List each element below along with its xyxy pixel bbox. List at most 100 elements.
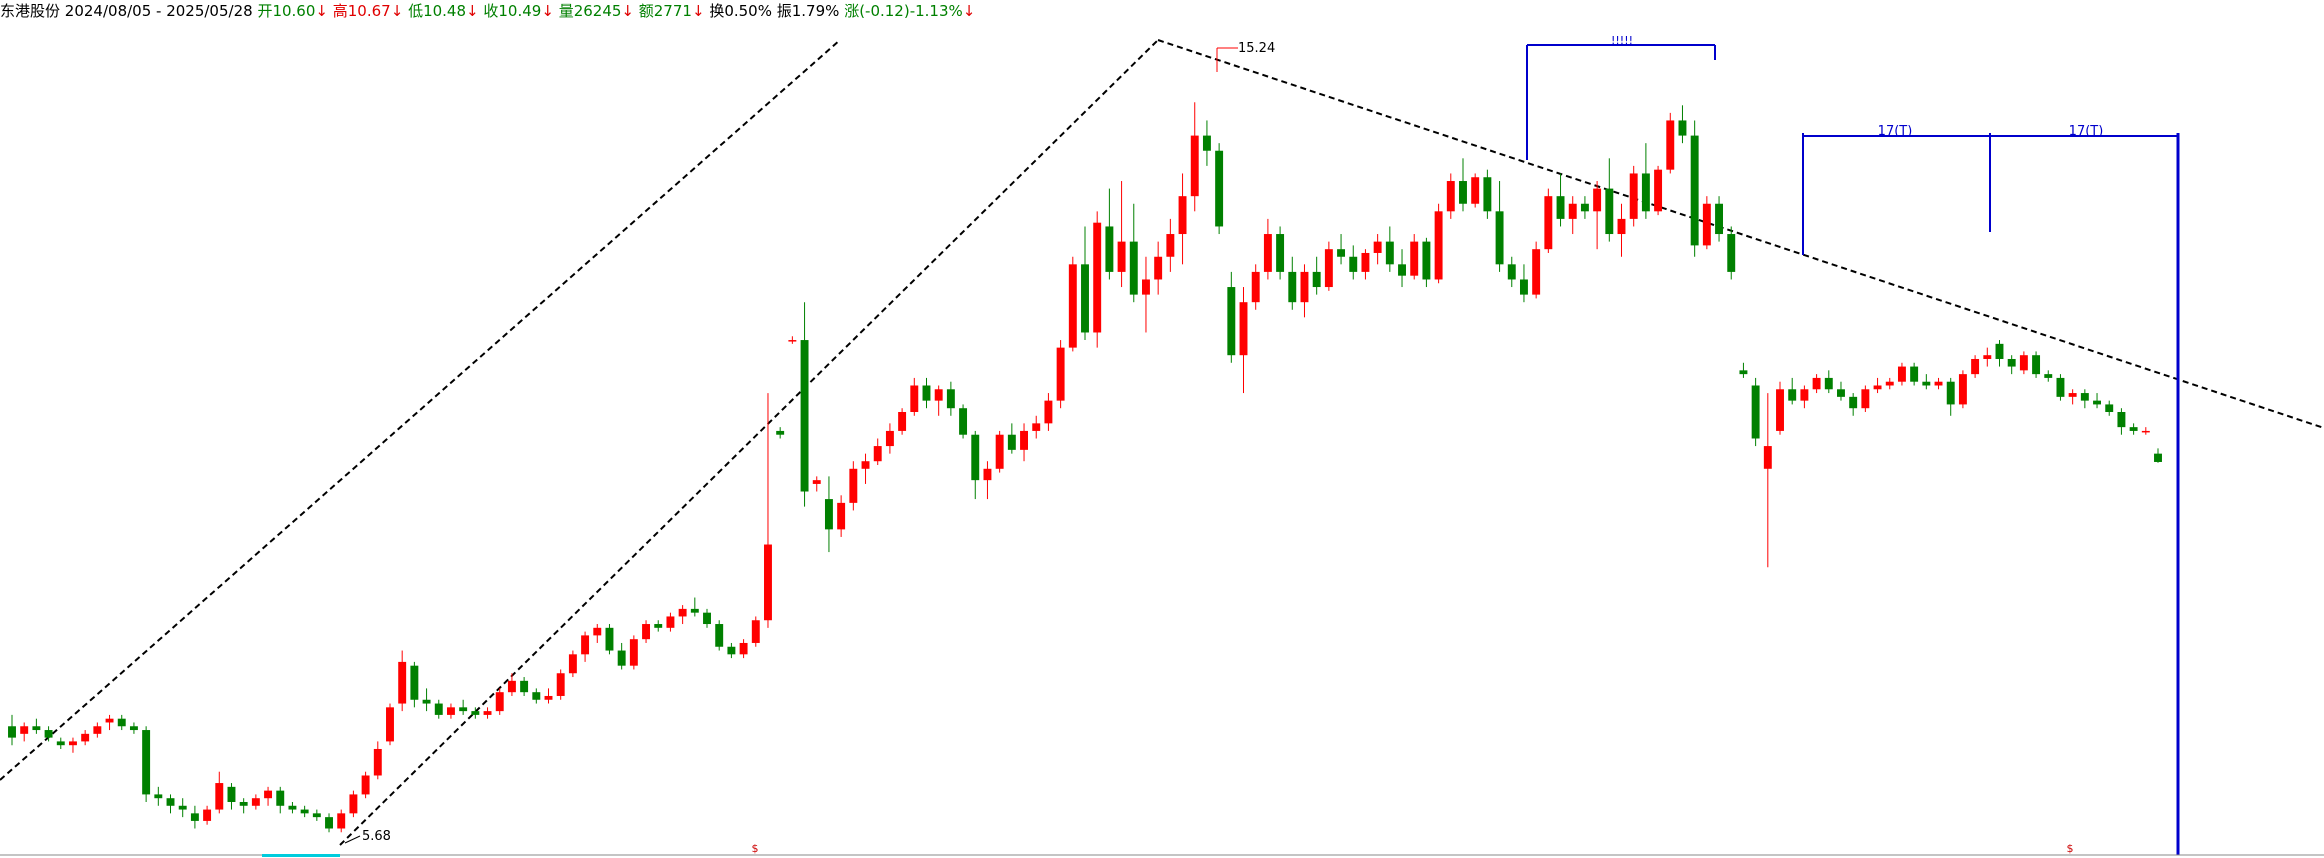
candle-body	[410, 665, 419, 700]
candle-body	[971, 434, 980, 481]
candle-body	[215, 783, 224, 810]
candle-body	[1629, 173, 1638, 219]
candle-body	[1861, 389, 1870, 409]
high-arrow: ↓	[390, 2, 404, 20]
candle	[1837, 381, 1845, 401]
candle-body	[1056, 347, 1065, 401]
candle-body	[800, 340, 809, 492]
candle	[934, 385, 943, 416]
candle	[251, 794, 260, 810]
candle-body	[1129, 241, 1138, 295]
candle-body	[190, 813, 199, 821]
candle	[1166, 218, 1175, 272]
candle-body	[910, 385, 919, 412]
candle-body	[1641, 173, 1650, 212]
candle-body	[788, 340, 797, 342]
candle	[215, 771, 224, 814]
upper-channel-line	[0, 39, 841, 781]
candle-body	[1178, 196, 1187, 235]
candle-body	[203, 809, 212, 821]
candle-body	[1922, 381, 1931, 386]
candle	[532, 688, 541, 704]
candle	[1081, 226, 1089, 341]
candle	[1373, 234, 1382, 265]
candle	[739, 639, 748, 659]
candle	[946, 381, 955, 416]
candle-body	[154, 794, 163, 799]
candle	[1958, 370, 1967, 409]
candle-body	[861, 461, 870, 469]
candle	[2105, 400, 2114, 416]
candle	[166, 794, 175, 814]
candle-body	[642, 624, 651, 640]
candle-body	[1483, 177, 1492, 212]
candle-body	[1568, 203, 1577, 219]
candle	[1215, 143, 1224, 235]
candle-body	[1800, 389, 1809, 401]
trendlines	[0, 39, 2324, 846]
candle-body	[129, 726, 138, 731]
candle-body	[629, 639, 638, 666]
candle	[105, 714, 114, 731]
candle-body	[2044, 374, 2053, 378]
candle-body	[1117, 241, 1126, 272]
candle-body	[1044, 400, 1053, 424]
candle-body	[2154, 453, 2162, 462]
candle-body	[1190, 135, 1199, 197]
candle	[520, 677, 529, 696]
candle-body	[1300, 271, 1309, 303]
low-leader	[344, 835, 361, 844]
candle	[1300, 264, 1309, 318]
candle	[1800, 385, 1809, 409]
candle	[81, 730, 90, 746]
candle-body	[690, 608, 699, 613]
candle-body	[276, 790, 285, 806]
candle-body	[1239, 302, 1248, 356]
low-arrow: ↓	[466, 2, 479, 20]
candle	[1093, 211, 1102, 348]
candle	[1202, 120, 1211, 166]
candle	[1934, 377, 1943, 390]
candle	[703, 608, 711, 628]
candle	[1495, 181, 1504, 272]
cycle-label-2: 17(T)	[2069, 124, 2104, 139]
candle	[1398, 249, 1406, 288]
candle-body	[2093, 400, 2101, 405]
candle-body	[1763, 446, 1772, 469]
candle-body	[849, 468, 858, 503]
candle	[2129, 423, 2138, 435]
candle	[1788, 377, 1797, 405]
candle-body	[1288, 271, 1297, 303]
candle	[2141, 427, 2150, 435]
candle-body	[1617, 218, 1626, 235]
stock-info-bar: 东港股份 2024/08/05 - 2025/05/28 开10.60↓ 高10…	[0, 0, 975, 22]
candle	[1654, 165, 1663, 216]
candle	[239, 798, 248, 814]
lower-channel-line	[339, 39, 1159, 846]
turnover: 换0.50%	[709, 2, 772, 20]
candle	[776, 427, 785, 439]
candle	[1849, 393, 1858, 416]
candle	[1385, 226, 1394, 272]
candle-body	[1812, 377, 1821, 390]
candle	[1483, 169, 1492, 219]
candle	[910, 377, 919, 416]
candle-body	[1142, 279, 1150, 295]
candle	[495, 688, 504, 715]
candle	[800, 302, 809, 507]
candle-body	[776, 430, 785, 435]
descending-line	[1157, 39, 2324, 429]
candle	[1410, 234, 1419, 280]
candle-body	[349, 794, 358, 814]
amount-arrow: ↓	[691, 2, 705, 20]
candle	[898, 408, 907, 435]
candle-body	[1995, 343, 2004, 359]
candle	[2068, 389, 2077, 405]
candle-body	[227, 786, 236, 802]
candle	[885, 423, 894, 454]
candle	[1337, 234, 1346, 265]
candle-body	[1105, 226, 1114, 272]
candle	[349, 790, 358, 818]
candle-body	[1361, 252, 1370, 272]
